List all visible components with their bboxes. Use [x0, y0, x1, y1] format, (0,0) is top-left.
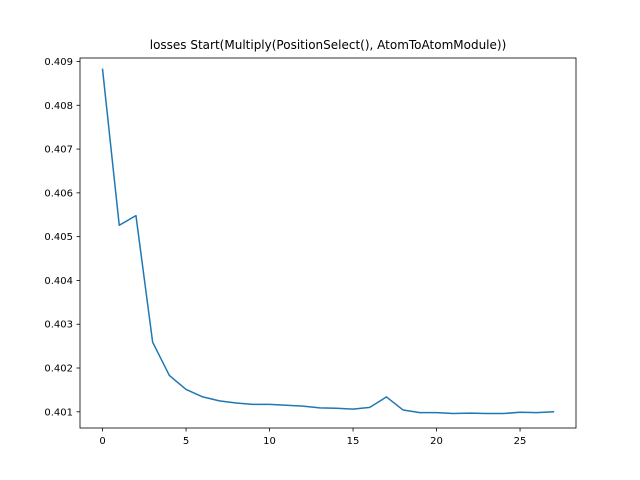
y-tick-label: 0.408	[44, 101, 73, 112]
y-tick-label: 0.409	[44, 57, 73, 68]
chart-title: losses Start(Multiply(PositionSelect(), …	[150, 38, 507, 52]
y-tick-label: 0.406	[44, 188, 73, 199]
y-tick-label: 0.402	[44, 364, 73, 375]
series-line-0	[101, 68, 555, 415]
axes-frame	[79, 57, 577, 429]
y-tick-label: 0.407	[44, 145, 73, 156]
x-axis: 0 5 10 15 20 25	[99, 428, 526, 447]
x-tick-label: 5	[183, 436, 189, 447]
x-tick-label: 20	[430, 436, 443, 447]
x-tick-label: 25	[514, 436, 527, 447]
y-tick-label: 0.403	[44, 320, 73, 331]
x-tick-label: 0	[99, 436, 105, 447]
y-tick-label: 0.401	[44, 407, 73, 418]
y-axis: 0.401 0.402 0.403 0.404 0.405 0.406 0.407 0.408…	[44, 57, 80, 418]
y-tick-label: 0.405	[44, 232, 73, 243]
plot-area	[101, 68, 555, 415]
x-tick-label: 15	[347, 436, 360, 447]
x-tick-label: 10	[263, 436, 276, 447]
y-tick-label: 0.404	[44, 276, 73, 287]
